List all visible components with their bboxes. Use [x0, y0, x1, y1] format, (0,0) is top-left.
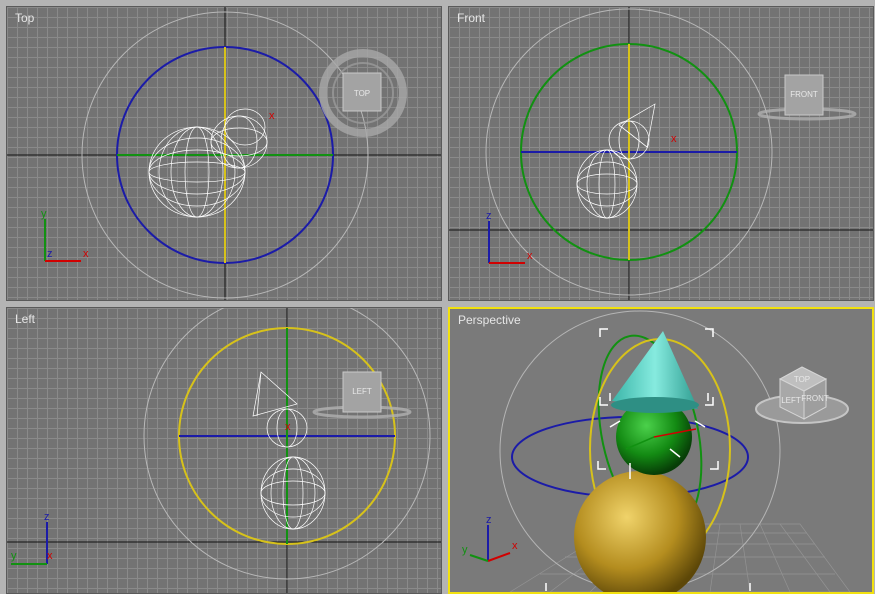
axis-tripod: y x z — [41, 208, 89, 262]
axis-tripod: z y x — [11, 511, 53, 565]
axis-tripod: z x — [486, 210, 533, 264]
axis-z-label: z — [44, 511, 50, 523]
wireframe-objects — [252, 371, 326, 530]
viewcube-face-left: LEFT — [781, 396, 801, 405]
pivot-marker: x — [671, 133, 677, 145]
axis-z-label: z — [486, 210, 492, 222]
axis-x-label: x — [83, 248, 89, 260]
wireframe-objects — [576, 103, 656, 219]
viewport-left[interactable]: x LEFT z y x Left — [6, 307, 442, 594]
grid — [449, 7, 873, 300]
viewport-label[interactable]: Perspective — [458, 313, 521, 327]
axis-y-label: y — [11, 550, 17, 562]
axis-x-label: x — [527, 250, 533, 262]
viewcube-label: FRONT — [790, 90, 818, 99]
cone — [611, 331, 699, 413]
viewport-front[interactable]: x FRONT z x Front — [448, 6, 874, 301]
sphere-large — [574, 471, 706, 592]
wireframe-objects — [148, 108, 268, 218]
viewport-label[interactable]: Left — [15, 312, 36, 326]
viewport-label[interactable]: Top — [15, 11, 35, 25]
viewcube-top: TOP — [319, 49, 407, 137]
axis-y-label: y — [462, 544, 468, 556]
axis-z-label: z — [47, 248, 53, 260]
viewcube-face-front: FRONT — [801, 394, 829, 403]
axis-y-label: y — [41, 208, 47, 220]
gizmo-outer-ring — [143, 308, 431, 580]
gizmo-outer-ring — [81, 11, 369, 299]
left-viewport-scene: x LEFT z y x — [7, 308, 441, 593]
viewport-label[interactable]: Front — [457, 11, 486, 25]
viewport-top[interactable]: x TOP y x z Top — [6, 6, 442, 301]
viewcube-label: TOP — [354, 89, 370, 98]
viewcube-label: LEFT — [352, 387, 372, 396]
viewcube-left: LEFT — [312, 371, 412, 419]
pivot-marker: x — [269, 110, 275, 122]
pivot-marker: x — [285, 421, 291, 433]
axis-z-label: z — [486, 514, 492, 526]
selection-brackets — [545, 328, 751, 591]
axis-x-label: x — [512, 540, 518, 552]
perspective-viewport-scene: TOP LEFT FRONT z x y — [462, 310, 851, 592]
viewcube-face-top: TOP — [794, 375, 810, 384]
grid — [7, 308, 441, 593]
viewport-perspective[interactable]: TOP LEFT FRONT z x y Perspective — [448, 307, 874, 594]
viewcube-perspective: TOP LEFT FRONT — [755, 366, 849, 424]
top-viewport-scene: x TOP y x z — [7, 7, 441, 300]
axis-x-marker: x — [47, 550, 53, 562]
viewcube-front: FRONT — [757, 74, 857, 121]
gizmo-outer-ring — [485, 8, 773, 296]
axis-tripod: z x y — [462, 514, 518, 562]
front-viewport-scene: x FRONT z x — [449, 7, 873, 300]
